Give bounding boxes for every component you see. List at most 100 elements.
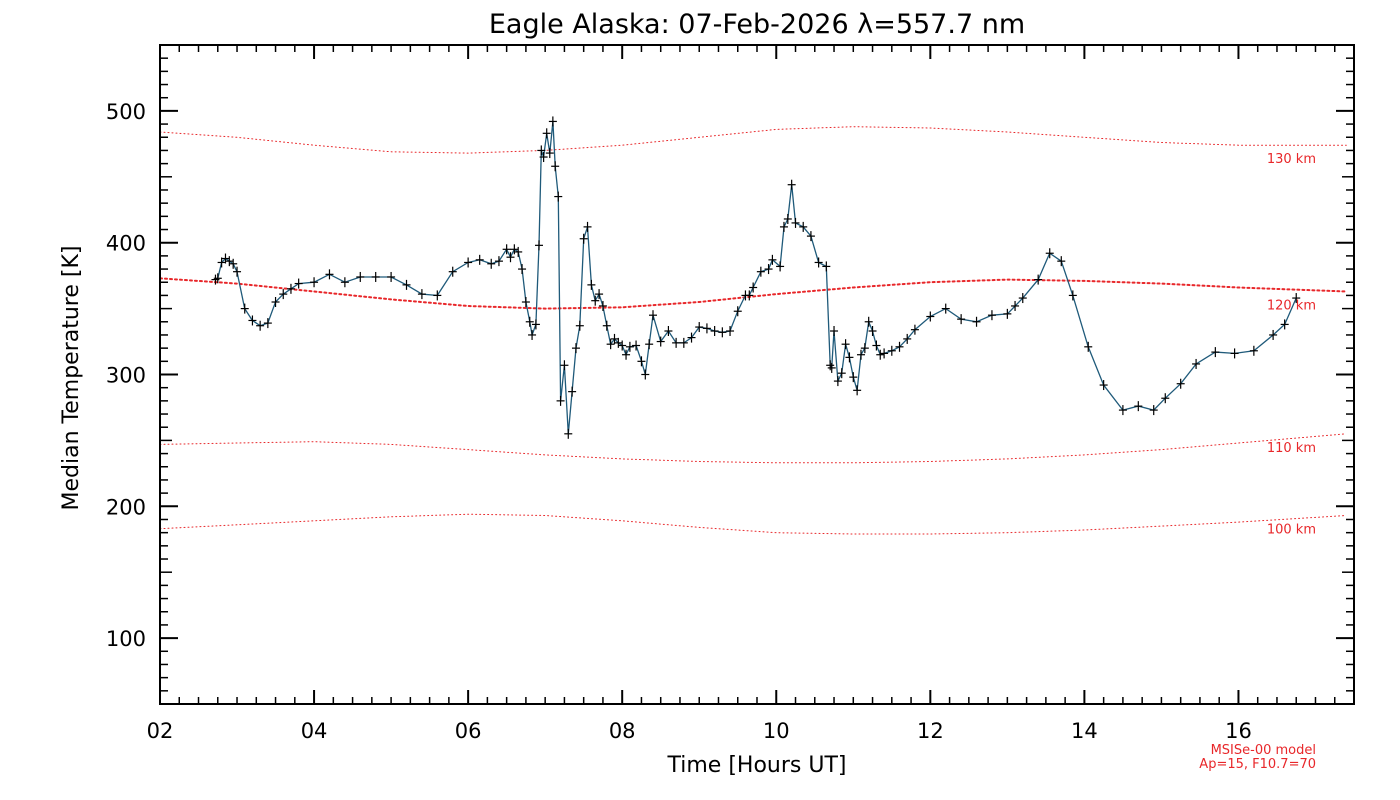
data-point xyxy=(837,368,846,379)
data-point xyxy=(1161,393,1170,404)
data-point xyxy=(1057,256,1066,267)
data-point xyxy=(856,349,865,360)
data-point xyxy=(1011,300,1020,311)
data-point xyxy=(587,279,596,290)
data-point xyxy=(679,337,688,348)
data-point xyxy=(1230,348,1239,359)
data-point xyxy=(583,221,592,232)
axis-ticks xyxy=(159,44,1355,705)
data-point xyxy=(221,253,230,264)
data-point xyxy=(787,179,796,190)
data-point xyxy=(1292,293,1301,304)
data-point xyxy=(602,320,611,331)
data-point xyxy=(571,343,580,354)
data-point xyxy=(502,244,511,255)
data-series xyxy=(211,116,1301,439)
data-point xyxy=(1269,329,1278,340)
data-point xyxy=(579,233,588,244)
data-point xyxy=(1192,358,1201,369)
data-point xyxy=(325,269,334,280)
y-tick-label: 100 xyxy=(106,627,146,651)
data-point xyxy=(941,303,950,314)
y-tick-label: 400 xyxy=(106,232,146,256)
data-point xyxy=(240,303,249,314)
data-point xyxy=(294,278,303,289)
model-curve-label: 100 km xyxy=(1267,523,1316,538)
data-point xyxy=(248,315,257,326)
model-curve-label: 120 km xyxy=(1267,299,1316,314)
x-tick-label: 10 xyxy=(763,719,790,743)
data-point xyxy=(531,319,540,330)
data-point xyxy=(841,339,850,350)
data-point xyxy=(726,326,735,337)
data-point xyxy=(645,339,654,350)
data-point xyxy=(733,306,742,317)
data-point xyxy=(806,231,815,242)
data-point xyxy=(591,295,600,306)
data-point xyxy=(510,244,519,255)
data-point xyxy=(710,326,719,337)
data-point xyxy=(1249,345,1258,356)
data-point xyxy=(448,266,457,277)
data-point xyxy=(849,372,858,383)
data-point xyxy=(217,257,226,268)
data-point xyxy=(830,326,839,337)
data-point xyxy=(1034,274,1043,285)
data-point xyxy=(494,256,503,267)
chart-title: Eagle Alaska: 07-Feb-2026 λ=557.7 nm xyxy=(489,9,1025,40)
data-point xyxy=(402,279,411,290)
data-point xyxy=(895,341,904,352)
data-point xyxy=(518,264,527,275)
data-point xyxy=(417,289,426,300)
data-point xyxy=(779,221,788,232)
data-point xyxy=(745,290,754,301)
data-point xyxy=(575,320,584,331)
data-point xyxy=(528,329,537,340)
data-point xyxy=(487,258,496,269)
data-point xyxy=(649,310,658,321)
data-point xyxy=(310,277,319,288)
model-note-line-2: Ap=15, F10.7=70 xyxy=(1199,757,1316,772)
data-point xyxy=(903,333,912,344)
data-point xyxy=(545,148,554,159)
data-point xyxy=(641,369,650,380)
data-point xyxy=(853,385,862,396)
model-note-line-1: MSISe-00 model xyxy=(1211,743,1316,758)
data-point xyxy=(1176,378,1185,389)
data-point xyxy=(560,360,569,371)
data-point xyxy=(551,161,560,172)
data-point xyxy=(614,337,623,348)
data-point xyxy=(554,191,563,202)
data-point xyxy=(764,264,773,275)
model-curve-130-km xyxy=(159,126,1347,154)
data-point xyxy=(279,289,288,300)
data-point xyxy=(229,258,238,269)
data-point xyxy=(537,145,546,156)
data-point xyxy=(521,297,530,308)
data-point xyxy=(263,318,272,329)
data-point xyxy=(610,333,619,344)
data-point xyxy=(286,283,295,294)
data-point xyxy=(887,345,896,356)
data-point xyxy=(1280,319,1289,330)
data-point xyxy=(606,339,615,350)
data-point xyxy=(618,340,627,351)
data-point xyxy=(595,289,604,300)
data-point xyxy=(872,340,881,351)
data-point xyxy=(598,300,607,311)
data-point xyxy=(1003,308,1012,319)
data-point xyxy=(534,240,543,251)
data-point xyxy=(718,327,727,338)
model-curve-label: 110 km xyxy=(1267,441,1316,456)
x-tick-label: 04 xyxy=(301,719,328,743)
data-point xyxy=(926,311,935,322)
x-axis-label: Time [Hours UT] xyxy=(667,753,847,778)
data-point xyxy=(799,221,808,232)
data-point xyxy=(860,343,869,354)
data-point xyxy=(233,266,242,277)
data-point xyxy=(225,256,234,267)
model-curve-120-km xyxy=(159,277,1348,310)
data-point xyxy=(1084,341,1093,352)
data-point xyxy=(664,326,673,337)
data-point xyxy=(876,349,885,360)
